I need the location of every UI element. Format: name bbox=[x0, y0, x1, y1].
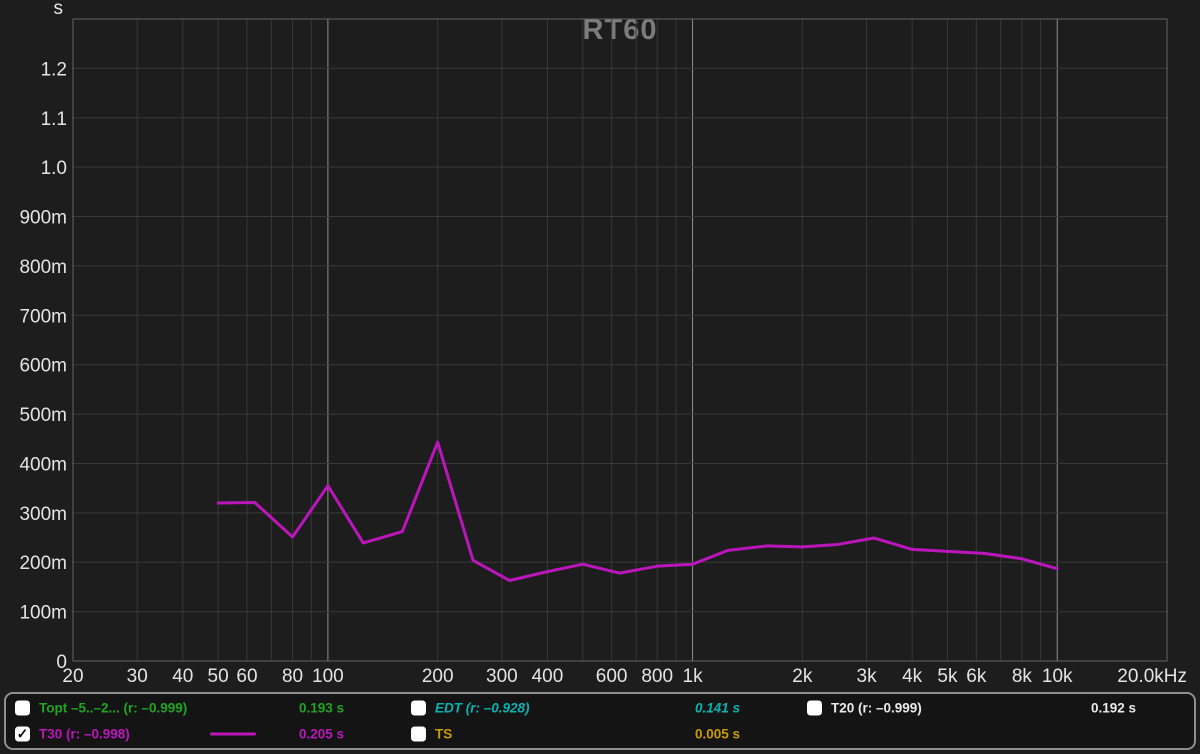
t30-label: T30 (r: –0.998) bbox=[39, 726, 130, 742]
x-tick-label: 10k bbox=[1042, 666, 1073, 687]
legend-item-ts: TS 0.005 s bbox=[402, 721, 798, 747]
t30-curve bbox=[216, 440, 1059, 583]
t20-checkbox[interactable] bbox=[807, 700, 822, 716]
x-tick-label: 3k bbox=[857, 666, 878, 687]
y-tick-label: 300m bbox=[19, 504, 67, 525]
topt-value: 0.193 s bbox=[299, 700, 345, 716]
ts-label: TS bbox=[435, 726, 453, 742]
ts-value: 0.005 s bbox=[695, 726, 741, 742]
y-tick-label: 500m bbox=[19, 405, 67, 426]
legend-panel: Topt –5..–2... (r: –0.999) 0.193 s ✓ T30… bbox=[4, 692, 1196, 750]
x-tick-label: 60 bbox=[236, 666, 257, 687]
t20-value: 0.192 s bbox=[1091, 700, 1137, 716]
x-tick-label: 5k bbox=[937, 666, 958, 687]
x-tick-label: 20.0kHz bbox=[1117, 666, 1187, 687]
y-tick-label: 200m bbox=[19, 553, 67, 574]
x-tick-label: 80 bbox=[282, 666, 303, 687]
y-tick-label: 700m bbox=[19, 306, 67, 327]
edt-value: 0.141 s bbox=[695, 700, 741, 716]
x-tick-label: 300 bbox=[486, 666, 518, 687]
x-tick-label: 1k bbox=[683, 666, 704, 687]
y-tick-label: 1.1 bbox=[41, 109, 67, 130]
x-tick-label: 20 bbox=[62, 666, 83, 687]
x-tick-label: 600 bbox=[596, 666, 628, 687]
legend-item-t30: ✓ T30 (r: –0.998) 0.205 s bbox=[6, 721, 402, 747]
legend-column-3: T20 (r: –0.999) 0.192 s bbox=[798, 694, 1194, 748]
y-tick-label: 900m bbox=[19, 208, 67, 229]
y-tick-label: 0 bbox=[56, 652, 67, 673]
y-tick-label: 400m bbox=[19, 454, 67, 475]
topt-checkbox[interactable] bbox=[15, 700, 30, 716]
x-tick-label: 50 bbox=[208, 666, 229, 687]
ts-checkbox[interactable] bbox=[411, 726, 426, 742]
t30-line-sample bbox=[210, 732, 256, 736]
y-tick-label: 100m bbox=[19, 603, 67, 624]
x-tick-label: 6k bbox=[966, 666, 987, 687]
x-tick-label: 8k bbox=[1012, 666, 1033, 687]
legend-item-t20: T20 (r: –0.999) 0.192 s bbox=[798, 695, 1194, 721]
x-tick-label: 800 bbox=[641, 666, 673, 687]
edt-label: EDT (r: –0.928) bbox=[435, 700, 530, 716]
edt-checkbox[interactable] bbox=[411, 700, 426, 716]
y-tick-label: 1.0 bbox=[41, 158, 67, 179]
y-axis-unit-label: s bbox=[54, 0, 64, 19]
rt60-plot: 0 100m 200m 300m 400m 500m 600m 700m 800m 900m 1.0… bbox=[19, 0, 1187, 687]
legend-column-1: Topt –5..–2... (r: –0.999) 0.193 s ✓ T30… bbox=[6, 694, 402, 748]
t30-checkbox[interactable]: ✓ bbox=[15, 725, 30, 742]
legend-item-edt: EDT (r: –0.928) 0.141 s bbox=[402, 695, 798, 721]
x-tick-label: 30 bbox=[127, 666, 148, 687]
legend-column-2: EDT (r: –0.928) 0.141 s TS 0.005 s bbox=[402, 694, 798, 748]
x-tick-label: 4k bbox=[902, 666, 923, 687]
y-tick-label: 600m bbox=[19, 356, 67, 377]
x-tick-label: 100 bbox=[312, 666, 344, 687]
plot-border bbox=[72, 18, 1168, 662]
legend-item-topt: Topt –5..–2... (r: –0.999) 0.193 s bbox=[6, 695, 402, 721]
y-tick-label: 800m bbox=[19, 257, 67, 278]
t20-label: T20 (r: –0.999) bbox=[831, 700, 922, 716]
x-tick-label: 200 bbox=[422, 666, 454, 687]
legend-item-empty bbox=[798, 721, 1194, 747]
x-tick-label: 400 bbox=[532, 666, 564, 687]
x-tick-label: 2k bbox=[792, 666, 813, 687]
x-tick-label: 40 bbox=[172, 666, 193, 687]
t30-value: 0.205 s bbox=[299, 726, 345, 742]
topt-label: Topt –5..–2... (r: –0.999) bbox=[39, 700, 188, 716]
y-tick-label: 1.2 bbox=[41, 59, 67, 80]
